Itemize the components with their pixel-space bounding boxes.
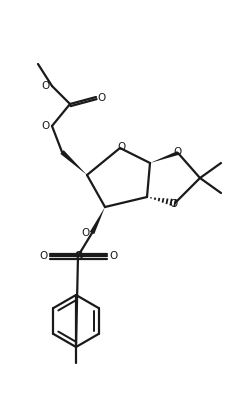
Text: O: O [41,121,49,131]
Text: S: S [74,249,82,262]
Text: O: O [81,228,89,238]
Text: O: O [98,93,106,103]
Text: O: O [170,199,178,209]
Text: O: O [117,142,125,152]
Text: O: O [41,81,49,91]
Polygon shape [150,151,179,163]
Text: O: O [39,251,47,261]
Text: O: O [173,147,181,157]
Polygon shape [60,150,87,175]
Text: O: O [110,251,118,261]
Polygon shape [90,207,105,234]
